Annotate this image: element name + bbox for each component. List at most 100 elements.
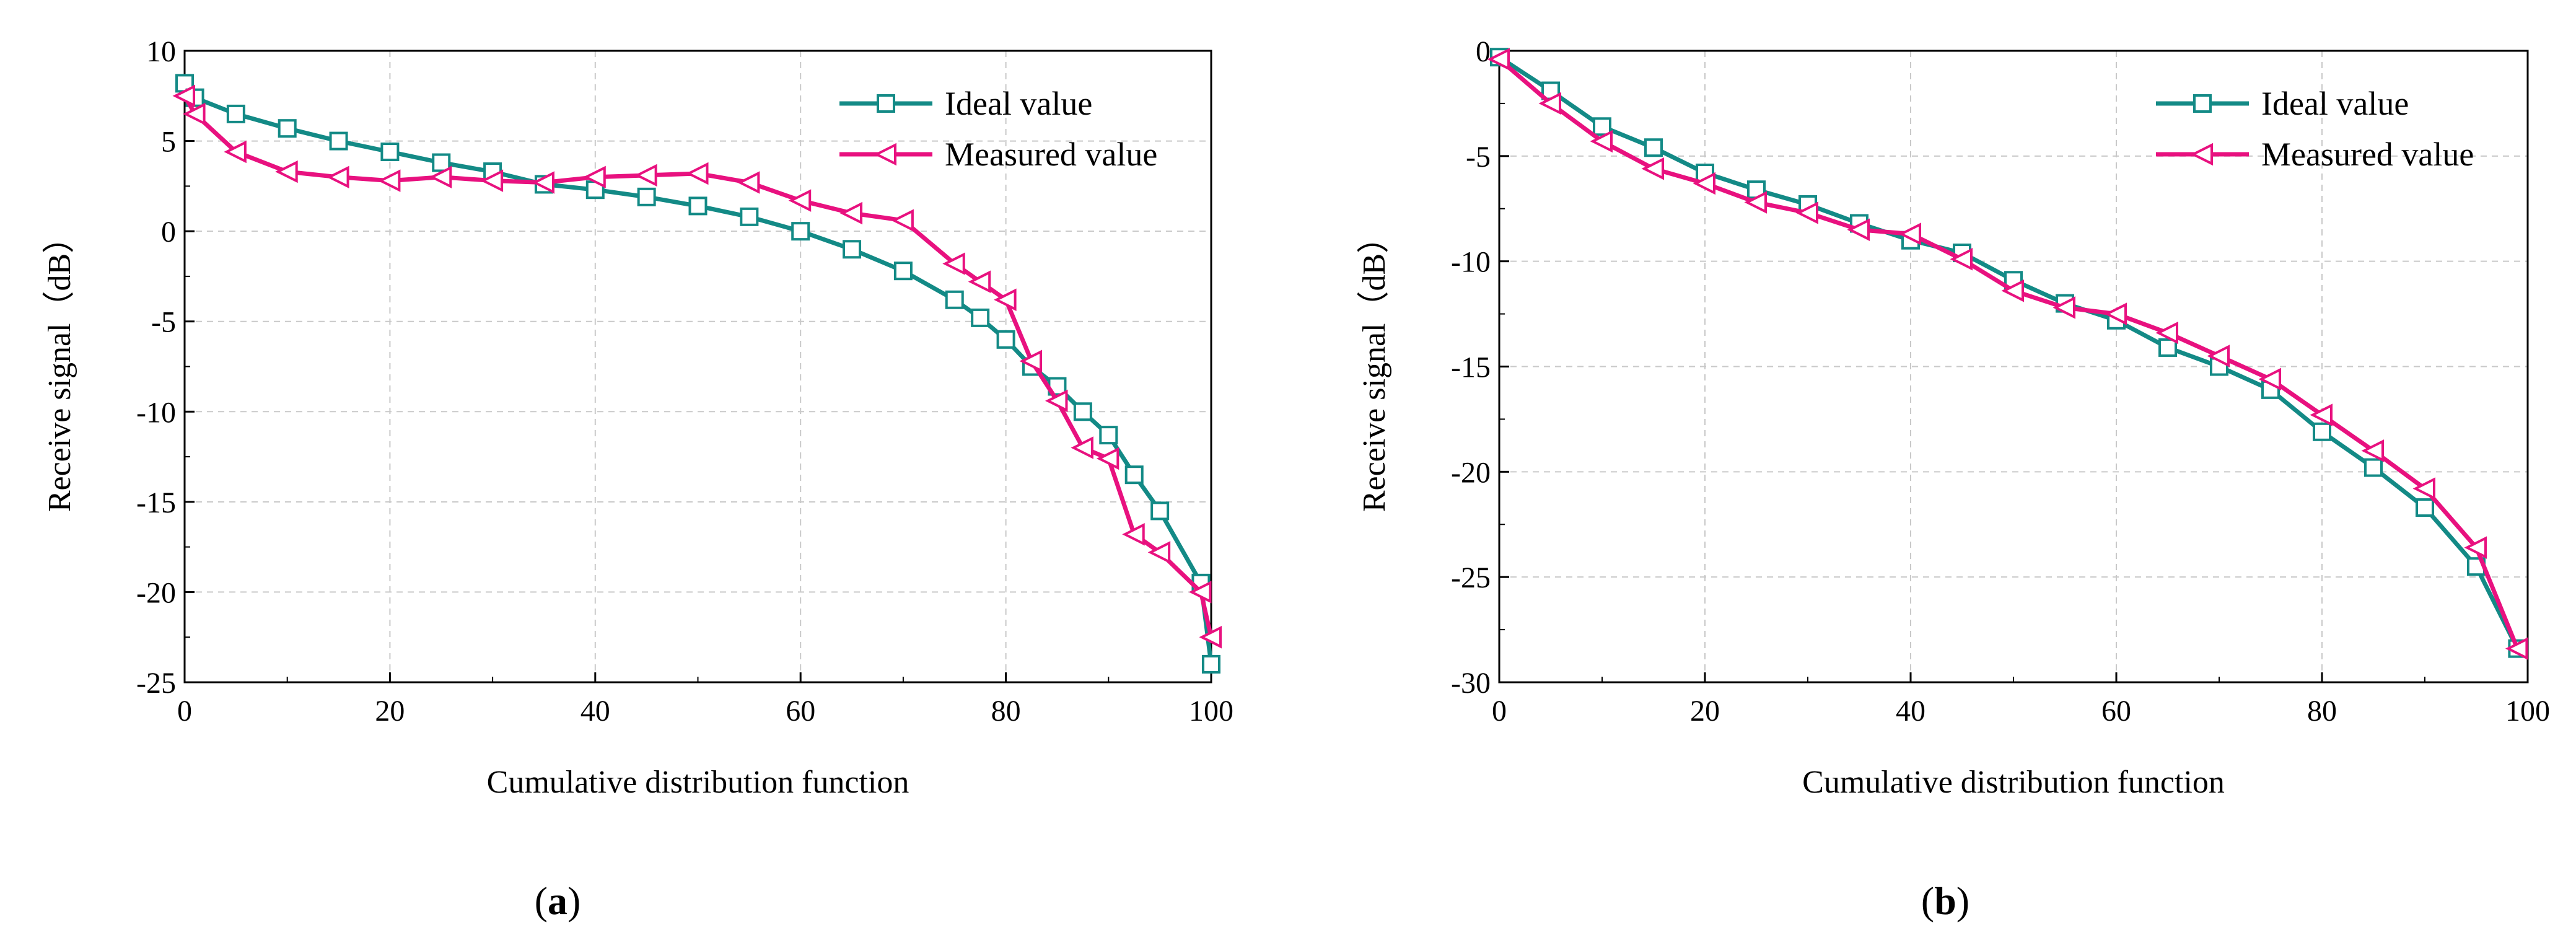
data-point [634, 164, 657, 187]
y-tick-label: -20 [1451, 456, 1491, 489]
data-point [2001, 279, 2024, 302]
y-axis-title: Receive signal（dB） [1357, 221, 1392, 512]
y-tick-label: -10 [136, 396, 176, 429]
legend-entry: Ideal value [2156, 85, 2409, 122]
data-point [1073, 402, 1092, 421]
data-point [2155, 321, 2178, 345]
data-point [480, 169, 504, 192]
y-tick-label: -5 [151, 306, 176, 339]
data-point [1199, 625, 1222, 649]
x-axis-title: Cumulative distribution function [487, 765, 909, 800]
data-point [1538, 92, 1561, 115]
legend-entry: Measured value [2156, 136, 2474, 173]
y-tick-label: -15 [136, 486, 176, 519]
data-point [172, 84, 195, 108]
series-measured-value [1487, 48, 2528, 660]
data-point [2104, 302, 2127, 325]
data-point [893, 262, 913, 281]
data-point [2207, 345, 2230, 367]
data-point [1593, 117, 1611, 136]
caption-open-paren: ( [1921, 879, 1934, 923]
gridlines [185, 51, 1211, 682]
legend: Ideal value Measured value [2156, 85, 2474, 173]
data-point [637, 187, 656, 206]
legend-marker [2190, 143, 2213, 166]
y-tick-label: -25 [136, 667, 176, 700]
y-tick-label: -15 [1451, 351, 1491, 384]
data-point [971, 308, 990, 327]
legend-entry: Ideal value [839, 85, 1092, 122]
data-point [1045, 389, 1068, 413]
data-point [968, 270, 991, 293]
caption-open-paren: ( [535, 879, 548, 923]
data-point [996, 330, 1015, 349]
data-point [1122, 523, 1145, 546]
data-point [226, 104, 245, 123]
data-point [1096, 447, 1119, 470]
data-point [1744, 191, 1767, 214]
caption-letter: b [1934, 879, 1956, 923]
x-tick-label: 20 [375, 695, 405, 728]
legend-label: Ideal value [2261, 85, 2409, 122]
x-tick-label: 80 [2307, 695, 2337, 728]
data-point [2505, 637, 2528, 660]
data-point [843, 240, 862, 259]
x-tick-label: 0 [1492, 695, 1507, 728]
panel-caption: (a) [535, 879, 581, 923]
x-tick-label: 60 [786, 695, 815, 728]
legend-label: Measured value [945, 136, 1157, 173]
data-point [275, 160, 298, 183]
data-point [1099, 426, 1118, 445]
data-point [2364, 458, 2383, 477]
caption-close-paren: ) [1956, 879, 1969, 923]
y-axis-title: Receive signal（dB） [42, 221, 77, 512]
data-point [224, 140, 247, 164]
data-point [1644, 138, 1663, 157]
data-point [1124, 465, 1144, 485]
y-tick-label: -10 [1451, 246, 1491, 279]
data-point [532, 171, 554, 194]
x-tick-label: 20 [1690, 695, 1720, 728]
data-point [1693, 172, 1715, 195]
data-point [380, 143, 400, 162]
x-tick-label: 80 [991, 695, 1021, 728]
data-point [377, 169, 401, 192]
data-point [688, 196, 708, 216]
data-point [2416, 498, 2434, 517]
data-point [740, 207, 759, 226]
data-point [1188, 581, 1212, 604]
data-point [1795, 201, 1818, 224]
legend-marker [874, 143, 896, 166]
data-point [1898, 222, 1921, 245]
data-point [278, 119, 297, 138]
data-point [945, 290, 964, 309]
y-tick-label: 10 [146, 35, 176, 68]
caption-close-paren: ) [567, 879, 580, 923]
data-point [2052, 296, 2075, 319]
data-point [429, 165, 452, 189]
gridlines [1499, 51, 2528, 682]
legend-marker [2193, 94, 2212, 113]
data-point [737, 171, 760, 194]
data-point [583, 165, 606, 189]
legend: Ideal value Measured value [839, 85, 1157, 173]
data-point [1071, 436, 1093, 459]
x-tick-label: 100 [2505, 695, 2550, 728]
y-tick-label: 0 [161, 216, 176, 248]
x-tick-label: 40 [580, 695, 610, 728]
legend-label: Ideal value [945, 85, 1092, 122]
data-point [329, 131, 348, 151]
data-point [2310, 403, 2333, 426]
data-point [2412, 477, 2435, 500]
x-tick-label: 60 [2101, 695, 2131, 728]
x-tick-label: 0 [177, 695, 192, 728]
chart-panel-a: 0 20 40 60 80 100 10 5 0 -5 -10 -15 -20 -25 Cumulative… [42, 35, 1233, 923]
data-point [1202, 654, 1220, 674]
x-axis-title: Cumulative distribution function [1802, 765, 2225, 800]
data-point [183, 102, 206, 126]
data-point [2258, 367, 2281, 391]
data-point [2313, 422, 2331, 441]
data-point [839, 201, 863, 225]
panel-caption: (b) [1921, 879, 1969, 923]
